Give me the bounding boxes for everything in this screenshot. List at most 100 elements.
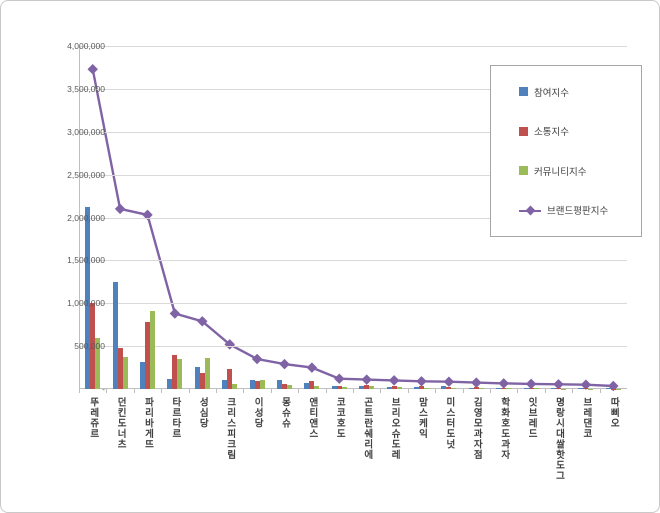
category-label: 브레댄코 [580,397,592,439]
line-marker-던킨도너츠 [114,203,126,215]
x-axis-tick [161,389,163,393]
line-marker-맘스케익 [416,376,427,387]
line-marker-코코호도 [334,373,345,384]
line-marker-타르타르 [169,308,181,319]
category-label: 김영모과자점 [471,397,483,460]
gridline [79,217,627,219]
bar-참여지수-미스터도넛 [441,386,447,389]
bar-참여지수-뚜레쥬르 [85,207,91,389]
bar-참여지수-곤트란쉐리에 [359,386,365,389]
bar-소통지수-맘스케익 [419,386,424,389]
bar-참여지수-파리바게뜨 [140,362,145,389]
category-label: 학화호도과자 [498,397,510,460]
bar-참여지수-잇브레드 [523,387,529,389]
category-label: 크리스피크림 [224,397,236,460]
gridline [79,346,627,348]
bar-소통지수-브리오슈도레 [391,385,397,389]
bar-소통지수-명랑시대쌀핫도그 [556,388,561,389]
category-label: 던킨도너츠 [115,397,127,450]
bar-참여지수-학화호도과자 [496,387,502,389]
legend-item-브랜드평판지수: 브랜드평판지수 [519,203,641,217]
x-axis-tick [243,389,245,393]
bar-소통지수-미스터도넛 [446,387,452,389]
x-axis-tick [270,389,272,393]
legend-item-소통지수: 소통지수 [519,124,641,138]
bar-커뮤니티지수-성심당 [204,358,210,389]
x-axis-tick [490,389,491,393]
bar-참여지수-던킨도너츠 [112,281,118,389]
x-axis-tick [353,389,354,393]
legend-item-커뮤니티지수: 커뮤니티지수 [519,164,641,178]
bar-커뮤니티지수-이성당 [259,379,265,389]
x-axis-tick [133,389,135,393]
x-axis-tick [517,389,519,393]
bar-소통지수-몽슈슈 [282,383,287,389]
line-marker-파리바게뜨 [142,209,153,221]
bar-커뮤니티지수-몽슈슈 [287,384,292,389]
legend-item-참여지수: 참여지수 [519,85,641,99]
bar-소통지수-파리바게뜨 [145,322,150,389]
category-label: 뚜레쥬르 [87,397,99,439]
bar-참여지수-몽슈슈 [277,379,282,389]
y-tick-label: 3,000,000 [67,126,105,137]
y-tick-label: 1,000,000 [67,298,105,309]
x-axis-tick [380,389,382,393]
gridline [79,174,627,176]
bar-참여지수-브레댄코 [578,388,584,389]
bar-커뮤니티지수-던킨도너츠 [122,357,128,389]
y-tick-label: 3,500,000 [67,83,105,94]
bar-소통지수-타르타르 [172,354,178,389]
legend-swatch-line-icon [519,205,541,216]
y-tick-label: 500,000 [74,341,105,352]
legend-label: 참여지수 [534,87,569,99]
line-marker-미스터도넛 [443,376,455,387]
bar-커뮤니티지수-크리스피크림 [232,383,238,389]
bar-소통지수-곤트란쉐리에 [364,384,370,389]
category-label: 이성당 [252,397,264,429]
bar-커뮤니티지수-김영모과자점 [478,388,484,389]
gridline [79,303,627,305]
x-axis-tick [462,389,464,393]
line-marker-이성당 [251,353,263,365]
x-axis-tick [106,389,108,393]
bar-참여지수-김영모과자점 [468,387,474,389]
category-label: 명랑시대쌀핫도그 [553,397,565,481]
bar-소통지수-김영모과자점 [473,387,479,389]
legend-swatch-bar-icon [519,126,528,136]
bar-커뮤니티지수-곤트란쉐리에 [369,386,375,389]
x-axis-tick [599,389,601,393]
x-axis-tick [544,389,546,393]
bar-커뮤니티지수-타르타르 [177,359,183,389]
bar-참여지수-따삐오 [605,388,611,389]
x-axis-tick [325,389,327,393]
legend-swatch-bar-icon [519,166,528,176]
bar-소통지수-브레댄코 [583,388,589,389]
category-label: 곤트란쉐리에 [361,397,373,460]
gridline [79,260,627,262]
category-label: 따삐오 [608,397,620,429]
y-tick-label: 1,500,000 [67,255,105,266]
bar-소통지수-크리스피크림 [227,369,233,389]
line-marker-김영모과자점 [471,377,482,388]
bar-커뮤니티지수-브리오슈도레 [396,387,402,389]
category-label: 코코호도 [334,397,346,439]
x-axis-tick [79,389,80,393]
y-tick-label: - [102,384,105,394]
bar-소통지수-학화호도과자 [501,387,507,389]
line-marker-크리스피크림 [224,339,235,350]
x-axis-tick [298,389,300,393]
category-label: 잇브레드 [526,397,538,439]
bar-참여지수-브리오슈도레 [386,386,392,389]
line-marker-브리오슈도레 [388,375,400,386]
bar-소통지수-따삐오 [610,388,616,389]
y-tick-label: 4,000,000 [67,41,105,51]
category-label: 미스터도넛 [443,397,455,450]
bar-참여지수-앤티앤스 [304,383,310,389]
y-tick-label: 2,000,000 [67,212,105,223]
x-axis-tick [407,389,409,393]
gridline [79,46,627,47]
bar-커뮤니티지수-미스터도넛 [451,387,457,389]
category-label: 성심당 [197,397,209,429]
